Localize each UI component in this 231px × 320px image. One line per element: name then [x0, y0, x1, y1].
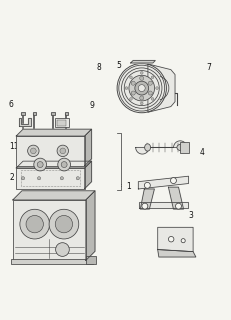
Circle shape — [140, 76, 144, 80]
Circle shape — [55, 215, 73, 233]
Text: 11: 11 — [9, 142, 19, 151]
Circle shape — [60, 177, 64, 180]
Circle shape — [26, 215, 43, 233]
Ellipse shape — [177, 144, 186, 151]
Circle shape — [56, 243, 69, 256]
Polygon shape — [131, 60, 155, 63]
Circle shape — [170, 178, 176, 184]
Polygon shape — [136, 141, 187, 154]
Circle shape — [34, 158, 47, 171]
Bar — [16, 136, 85, 166]
Bar — [16, 168, 85, 188]
Polygon shape — [13, 191, 95, 200]
Circle shape — [148, 81, 152, 85]
Polygon shape — [18, 118, 31, 126]
Text: 7: 7 — [207, 63, 212, 72]
Circle shape — [138, 85, 145, 92]
Circle shape — [76, 177, 79, 180]
Polygon shape — [148, 64, 175, 112]
Text: 2: 2 — [9, 172, 14, 182]
Circle shape — [57, 145, 68, 156]
Bar — [55, 118, 69, 127]
Circle shape — [129, 75, 155, 101]
Polygon shape — [16, 129, 91, 136]
Circle shape — [151, 98, 154, 100]
Circle shape — [30, 148, 36, 154]
Circle shape — [20, 209, 49, 239]
Circle shape — [49, 209, 79, 239]
Circle shape — [131, 91, 135, 95]
Text: 8: 8 — [96, 63, 101, 72]
Circle shape — [156, 87, 158, 90]
Circle shape — [135, 81, 149, 95]
Circle shape — [37, 177, 41, 180]
Bar — [21, 170, 80, 186]
Bar — [86, 256, 96, 264]
Circle shape — [151, 76, 154, 79]
Polygon shape — [138, 176, 188, 189]
Text: 1: 1 — [126, 182, 131, 191]
Circle shape — [130, 98, 132, 100]
Circle shape — [125, 87, 128, 90]
Circle shape — [21, 177, 25, 180]
Circle shape — [117, 63, 166, 113]
Circle shape — [181, 239, 185, 243]
Polygon shape — [16, 161, 91, 168]
Circle shape — [58, 158, 70, 171]
Circle shape — [140, 102, 143, 105]
Polygon shape — [168, 187, 183, 209]
Circle shape — [140, 96, 144, 100]
Text: 4: 4 — [200, 148, 205, 156]
Text: 6: 6 — [8, 100, 13, 108]
Circle shape — [168, 236, 174, 242]
Ellipse shape — [145, 144, 151, 151]
Circle shape — [148, 91, 152, 95]
Circle shape — [130, 76, 132, 79]
Bar — [21, 112, 25, 115]
Circle shape — [144, 182, 150, 188]
Circle shape — [131, 81, 135, 85]
Circle shape — [60, 148, 66, 154]
Polygon shape — [85, 161, 91, 188]
Circle shape — [61, 162, 67, 168]
Polygon shape — [158, 250, 196, 257]
Circle shape — [37, 162, 43, 168]
Text: 3: 3 — [188, 212, 193, 220]
Polygon shape — [139, 203, 188, 208]
Bar — [179, 142, 189, 153]
Polygon shape — [158, 227, 193, 252]
Bar — [11, 259, 93, 264]
Bar — [65, 112, 68, 115]
Circle shape — [176, 203, 182, 209]
Polygon shape — [140, 189, 154, 209]
Circle shape — [28, 145, 39, 156]
Text: 10: 10 — [161, 230, 171, 239]
Circle shape — [140, 71, 143, 74]
Bar — [57, 120, 67, 125]
Bar — [33, 112, 36, 115]
Circle shape — [142, 203, 148, 209]
Text: 9: 9 — [89, 101, 94, 110]
Text: 5: 5 — [117, 61, 122, 70]
Bar — [13, 200, 86, 260]
Bar — [51, 112, 55, 115]
Polygon shape — [86, 191, 95, 260]
Polygon shape — [85, 129, 91, 166]
